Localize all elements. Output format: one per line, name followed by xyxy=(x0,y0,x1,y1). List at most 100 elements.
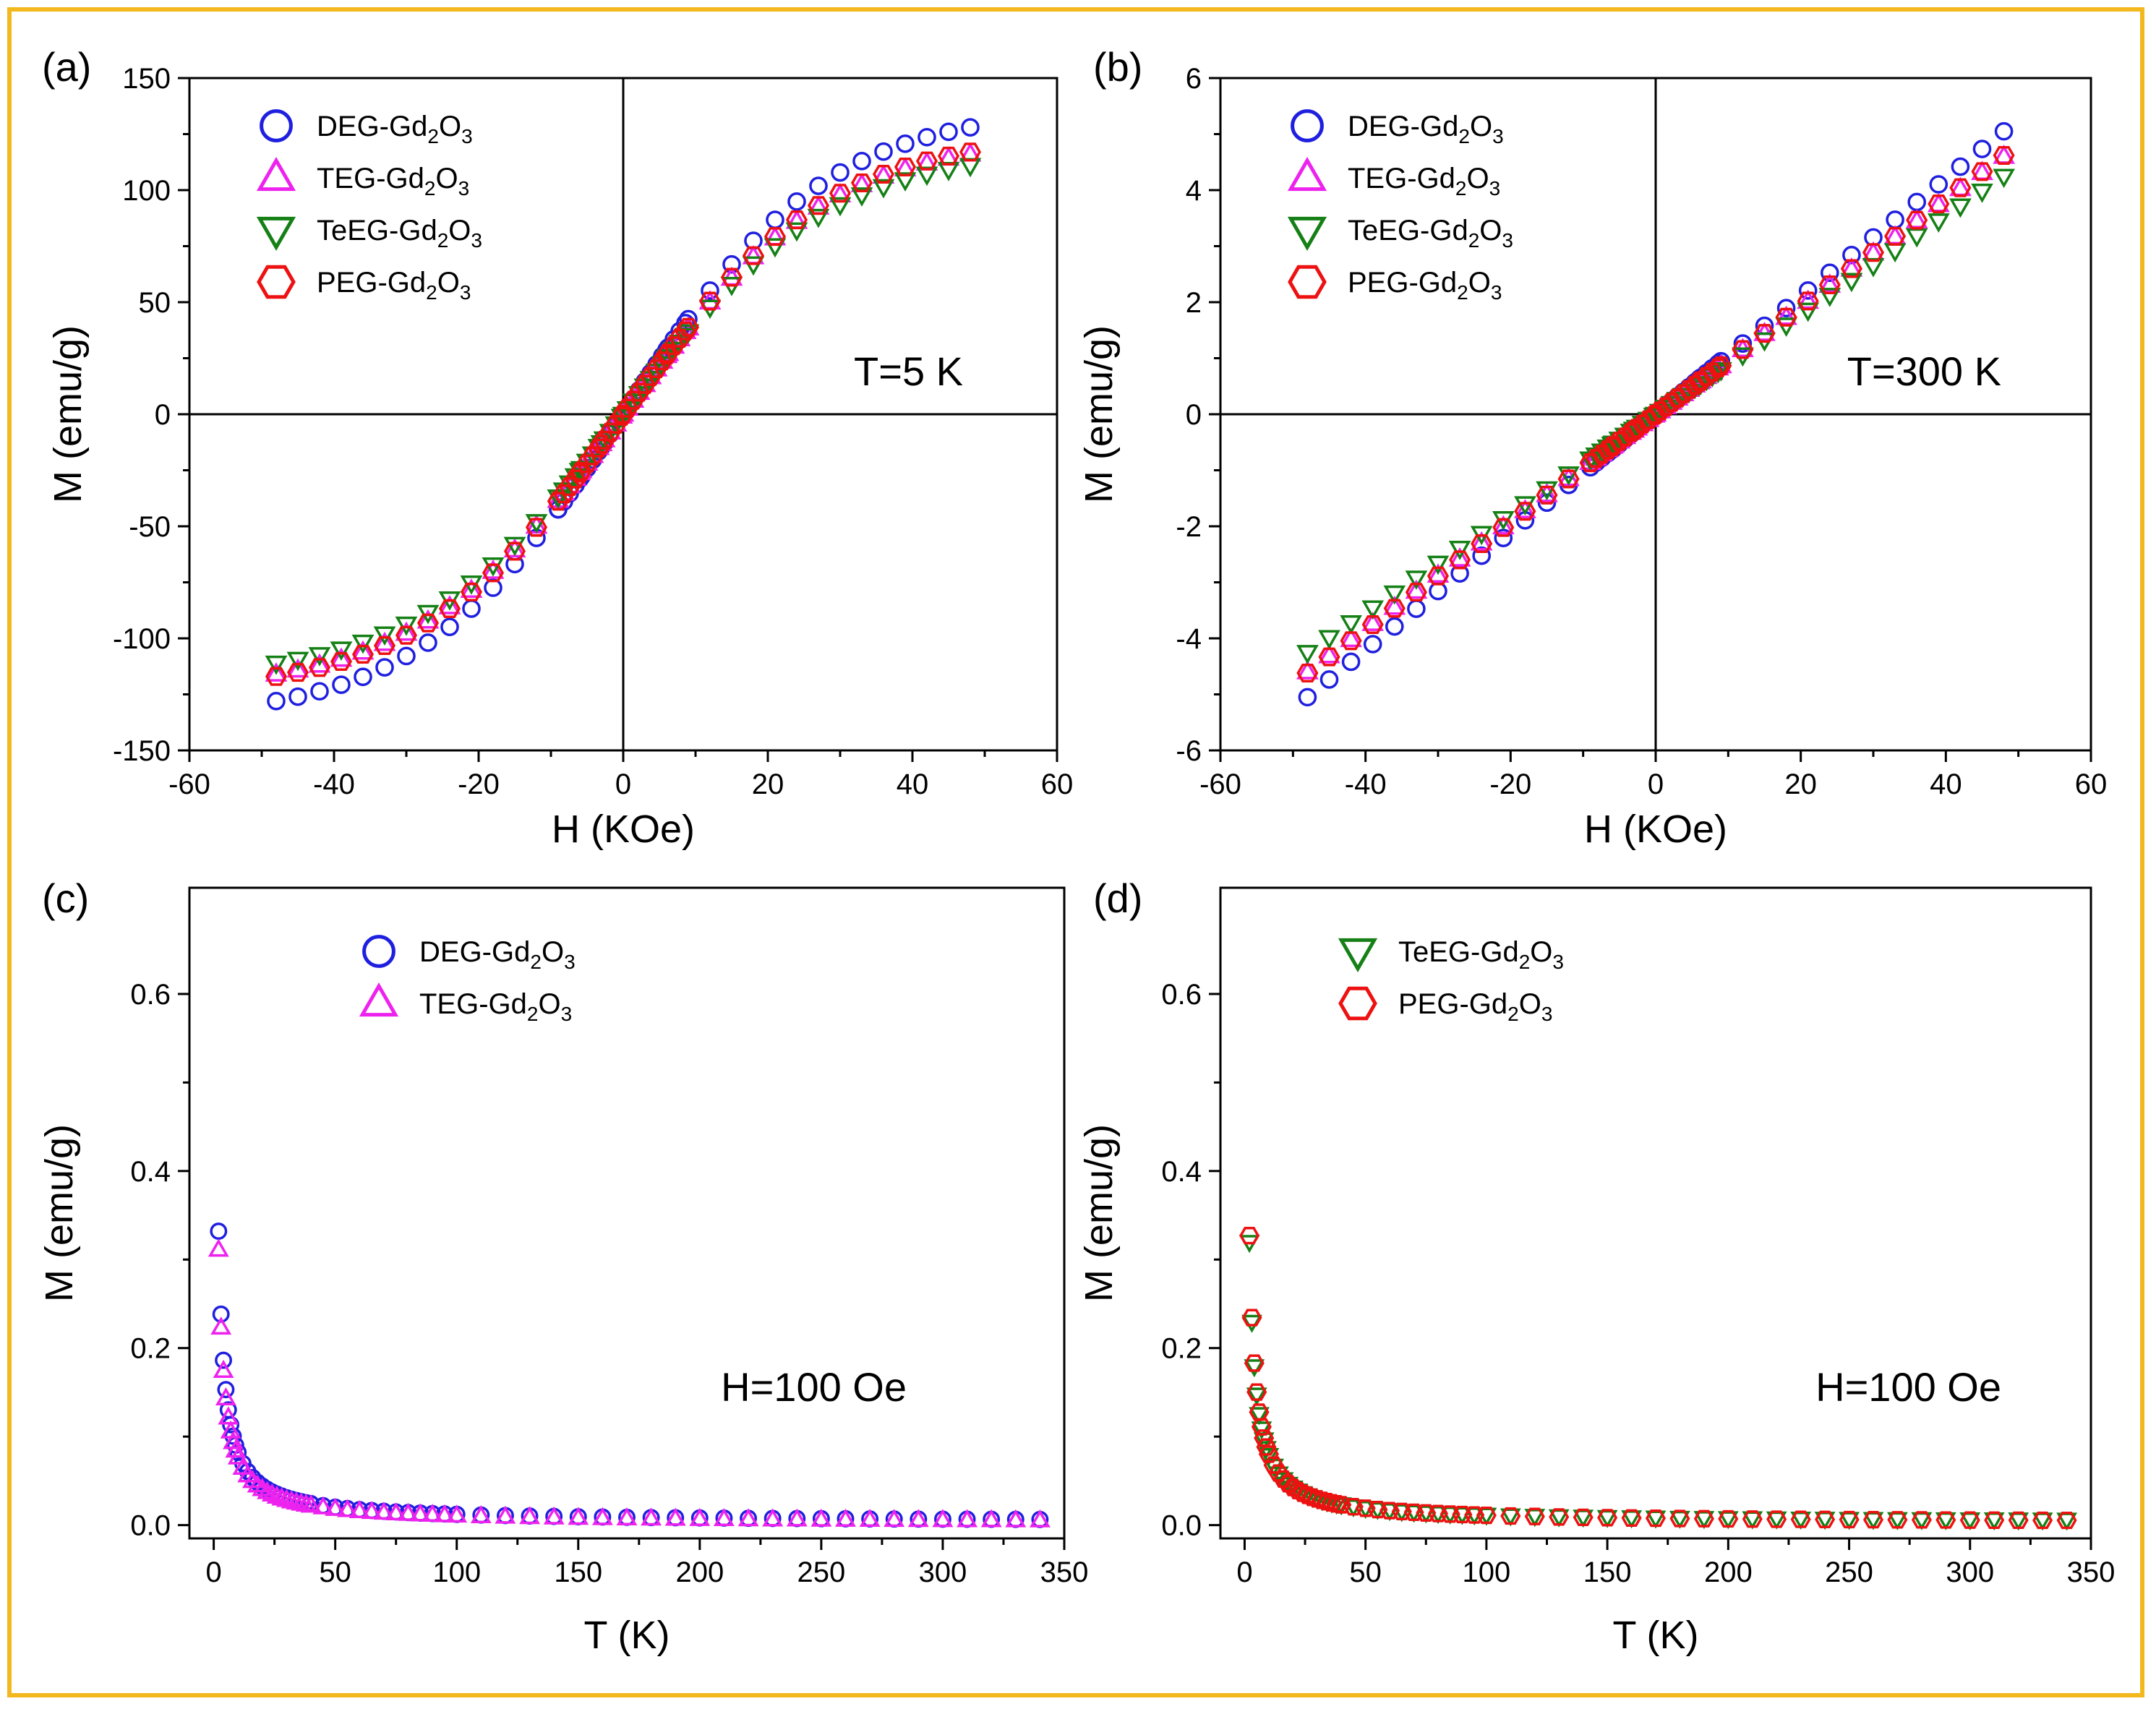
data-point xyxy=(766,210,784,229)
data-point xyxy=(742,246,765,265)
data-point xyxy=(332,675,351,695)
y-tick-label: 0.6 xyxy=(130,979,171,1011)
y-axis-title: M (emu/g) xyxy=(1077,325,1121,503)
data-point xyxy=(330,647,353,667)
panel-label: (b) xyxy=(1093,44,1142,90)
data-point xyxy=(959,158,982,178)
data-point xyxy=(446,1504,468,1523)
data-point xyxy=(1319,670,1339,689)
data-point xyxy=(591,1507,613,1525)
x-tick-label: -20 xyxy=(458,768,500,800)
data-point xyxy=(385,1502,407,1521)
data-point xyxy=(1283,1478,1304,1496)
data-point xyxy=(1742,1510,1763,1528)
data-point xyxy=(1318,643,1340,664)
data-point xyxy=(674,321,697,340)
figure-frame xyxy=(7,7,2144,1697)
chart-panel-d: 0 50 100 150 200 250 300 350 0.0 0.2 0.4 0.6 T (K) M … xyxy=(1077,875,2115,1657)
data-point xyxy=(957,1509,978,1528)
data-point xyxy=(1407,599,1426,618)
data-point xyxy=(422,1503,443,1522)
data-layer xyxy=(265,118,982,711)
data-point xyxy=(1361,614,1384,634)
data-point xyxy=(1608,432,1630,451)
data-point xyxy=(810,1508,832,1527)
data-point xyxy=(225,1439,247,1458)
y-tick-label: 100 xyxy=(122,175,171,207)
x-tick-label: 0 xyxy=(1648,768,1664,800)
data-point xyxy=(807,196,830,215)
y-tick-label: -6 xyxy=(1176,735,1202,767)
data-point xyxy=(409,1503,431,1522)
data-point xyxy=(462,599,481,618)
data-point xyxy=(807,208,830,228)
data-point xyxy=(610,406,633,426)
data-point xyxy=(1500,1507,1521,1525)
data-point xyxy=(568,463,591,483)
data-point xyxy=(1614,427,1636,447)
data-point xyxy=(785,210,808,230)
data-point xyxy=(1661,393,1683,412)
data-point xyxy=(859,1508,881,1528)
series-PEG xyxy=(265,142,982,686)
data-point xyxy=(1905,228,1928,248)
data-point xyxy=(1579,453,1601,473)
y-tick-label: 0.2 xyxy=(130,1333,171,1365)
plot-frame xyxy=(188,886,1066,1540)
y-tick-label: -4 xyxy=(1176,623,1202,655)
data-point xyxy=(1524,1507,1545,1525)
data-point xyxy=(1405,570,1428,590)
data-point xyxy=(503,538,526,558)
y-axis-title: M (emu/g) xyxy=(1077,1124,1121,1302)
data-point xyxy=(398,1502,419,1521)
data-point xyxy=(1383,595,1406,615)
data-point xyxy=(1405,579,1428,599)
data-point xyxy=(227,1446,249,1465)
y-tick-label: 150 xyxy=(122,63,171,95)
data-point xyxy=(1993,145,2015,165)
data-point xyxy=(713,1507,735,1527)
data-point xyxy=(351,640,375,660)
data-point xyxy=(1355,1499,1376,1517)
data-point xyxy=(1549,1508,1570,1526)
data-point xyxy=(1258,1445,1279,1463)
data-point xyxy=(1470,531,1493,551)
data-point xyxy=(1383,599,1406,618)
x-tick-label: 0 xyxy=(1236,1556,1252,1588)
data-point xyxy=(330,641,353,661)
data-point xyxy=(1790,1510,1811,1528)
data-point xyxy=(267,692,286,711)
data-point xyxy=(1840,259,1862,278)
data-point xyxy=(1472,546,1491,565)
data-point xyxy=(852,152,871,171)
data-point xyxy=(434,1504,455,1522)
x-tick-label: 100 xyxy=(1463,1556,1511,1588)
data-point xyxy=(1391,1502,1412,1520)
data-point xyxy=(655,346,678,365)
data-point xyxy=(261,1483,283,1502)
data-point xyxy=(1753,324,1776,343)
data-point xyxy=(1514,499,1536,518)
y-tick-label: 2 xyxy=(1186,287,1202,319)
data-point xyxy=(1818,273,1841,293)
data-point xyxy=(894,172,917,192)
data-point xyxy=(1239,1227,1260,1245)
data-point xyxy=(266,1485,288,1504)
data-point xyxy=(1766,1510,1787,1528)
data-point xyxy=(1367,1500,1388,1519)
legend-marker xyxy=(257,265,296,299)
legend-label: DEG-Gd2O3 xyxy=(317,111,473,147)
data-point xyxy=(1718,1509,1739,1528)
data-point xyxy=(1029,1509,1051,1528)
data-point xyxy=(1296,659,1319,680)
data-point xyxy=(1268,1464,1289,1482)
data-point xyxy=(894,157,917,176)
data-point xyxy=(1928,194,1950,214)
legend-label: TEG-Gd2O3 xyxy=(419,988,572,1025)
data-point xyxy=(275,1489,297,1507)
legend-label: DEG-Gd2O3 xyxy=(1348,111,1504,147)
data-point xyxy=(397,646,416,666)
data-point xyxy=(1645,1509,1667,1528)
data-point xyxy=(1537,493,1557,513)
data-point xyxy=(677,317,700,337)
